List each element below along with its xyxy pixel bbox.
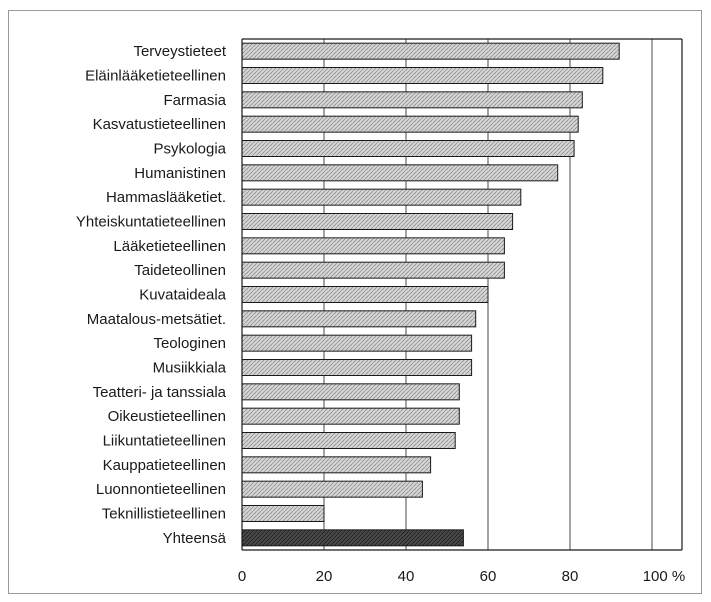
bar-9 bbox=[241, 237, 505, 255]
category-label-16: Oikeustieteellinen bbox=[108, 408, 226, 425]
category-label-11: Kuvataideala bbox=[139, 287, 226, 304]
category-label-8: Yhteiskuntatieteellinen bbox=[76, 214, 226, 231]
bar-7 bbox=[241, 188, 522, 206]
category-label-9: Lääketieteellinen bbox=[113, 238, 226, 255]
x-tick-label-60: 60 bbox=[480, 568, 497, 585]
chart-frame: Terveystieteet Eläinlääketieteellinen Farm… bbox=[8, 10, 702, 594]
category-label-1: Terveystieteet bbox=[133, 43, 226, 60]
bar-19 bbox=[241, 480, 423, 498]
bar-14 bbox=[241, 359, 473, 376]
bar-16 bbox=[241, 407, 460, 425]
category-label-10: Taideteollinen bbox=[134, 262, 226, 279]
category-label-6: Humanistinen bbox=[134, 165, 226, 182]
x-tick-label-20: 20 bbox=[316, 568, 333, 585]
category-label-3: Farmasia bbox=[163, 92, 226, 109]
bar-chart: Terveystieteet Eläinlääketieteellinen Farm… bbox=[76, 38, 685, 585]
bars bbox=[241, 42, 620, 547]
x-tick-label-100: 100 % bbox=[643, 568, 686, 585]
bar-4 bbox=[241, 115, 579, 133]
bar-20 bbox=[241, 505, 325, 522]
category-label-17: Liikuntatieteellinen bbox=[103, 433, 226, 450]
x-tick-label-0: 0 bbox=[238, 568, 246, 585]
bar-5 bbox=[241, 140, 575, 157]
category-label-2: Eläinlääketieteellinen bbox=[85, 68, 226, 85]
bar-10 bbox=[241, 261, 505, 279]
bar-17 bbox=[241, 432, 456, 449]
bar-8 bbox=[241, 213, 514, 230]
bar-6 bbox=[241, 164, 559, 182]
x-tick-label-80: 80 bbox=[562, 568, 579, 585]
bar-1 bbox=[241, 42, 620, 60]
bar-18 bbox=[241, 456, 432, 474]
bar-13 bbox=[241, 334, 473, 352]
x-tick-label-40: 40 bbox=[398, 568, 415, 585]
bar-21 bbox=[241, 529, 464, 547]
bar-15 bbox=[241, 383, 460, 401]
category-label-15: Teatteri- ja tanssiala bbox=[93, 384, 227, 401]
bar-11 bbox=[241, 286, 489, 303]
x-tick-labels: 0 20 40 60 80 100 % bbox=[238, 568, 685, 585]
category-label-21: Yhteensä bbox=[163, 530, 227, 547]
category-label-18: Kauppatieteellinen bbox=[103, 457, 226, 474]
category-label-5: Psykologia bbox=[153, 141, 226, 158]
bar-2 bbox=[241, 67, 604, 84]
category-label-12: Maatalous-metsätiet. bbox=[87, 311, 226, 328]
category-label-14: Musiikkiala bbox=[153, 360, 227, 377]
category-labels: Terveystieteet Eläinlääketieteellinen Farm… bbox=[76, 43, 227, 547]
category-label-19: Luonnontieteellinen bbox=[96, 481, 226, 498]
category-label-20: Teknillistieteellinen bbox=[102, 506, 226, 523]
category-label-13: Teologinen bbox=[153, 335, 226, 352]
axes bbox=[241, 38, 683, 551]
category-label-4: Kasvatustieteellinen bbox=[93, 116, 226, 133]
category-label-7: Hammaslääketiet. bbox=[106, 189, 226, 206]
bar-12 bbox=[241, 310, 477, 328]
bar-3 bbox=[241, 91, 583, 109]
